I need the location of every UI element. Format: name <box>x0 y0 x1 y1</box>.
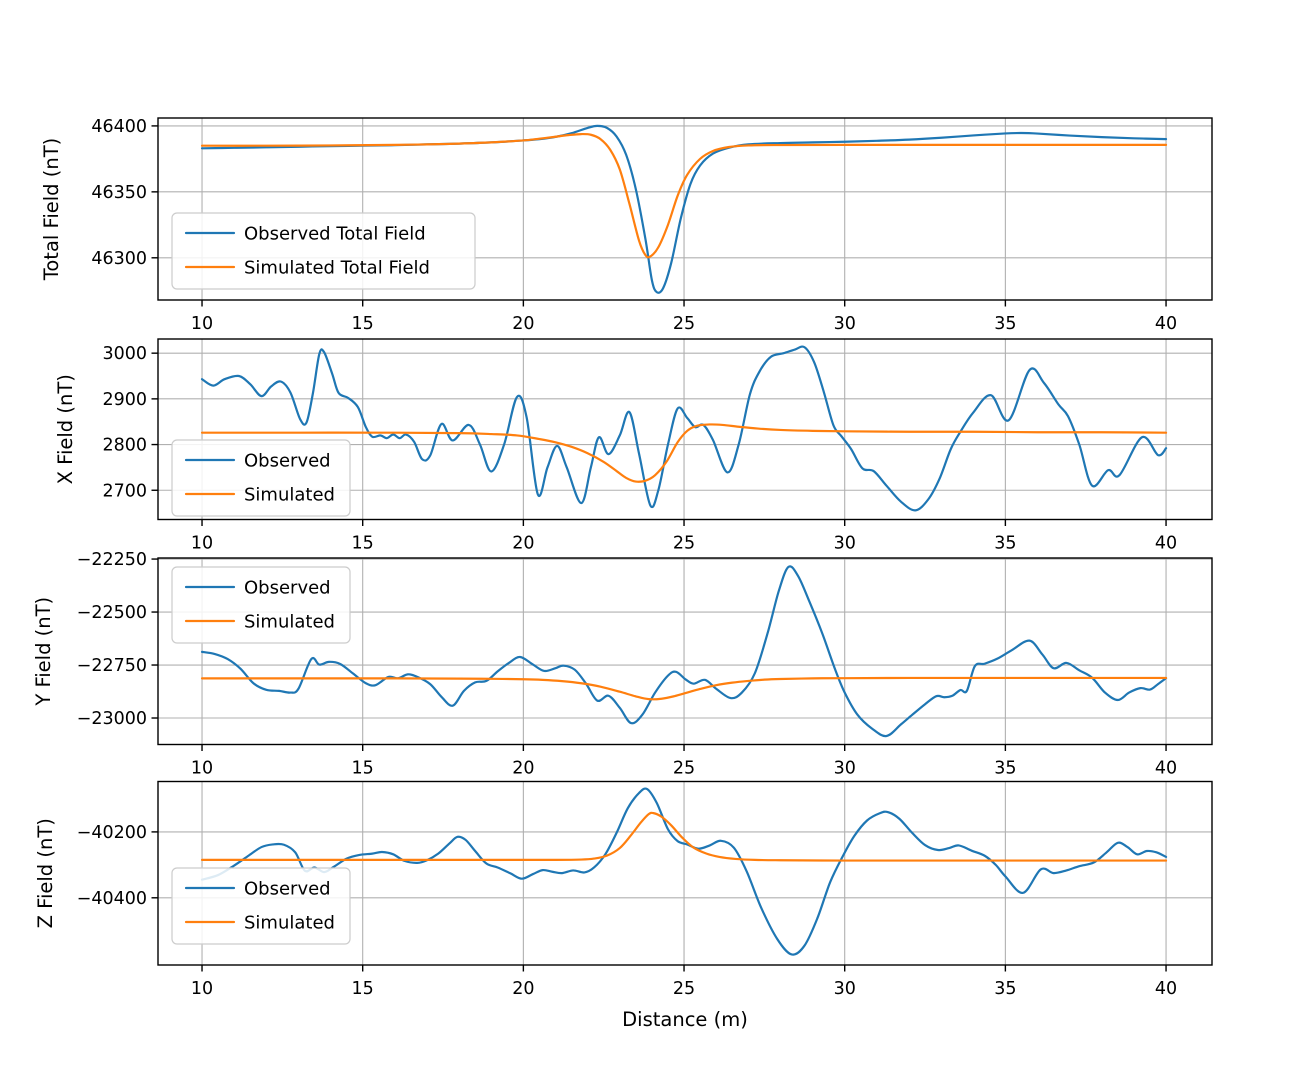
legend-label: Observed <box>244 578 331 599</box>
x-tick-label: 40 <box>1155 979 1177 999</box>
y-tick-label: 2700 <box>102 481 147 501</box>
x-tick-label: 25 <box>673 314 695 334</box>
legend-label: Simulated <box>244 485 335 506</box>
y-tick-label: 46400 <box>91 117 147 137</box>
y-tick-label: 46300 <box>91 249 147 269</box>
simulated-line <box>200 132 1168 259</box>
x-axis: 10 15 20 25 30 35 40 <box>191 519 1177 554</box>
y-tick-label: −40200 <box>77 823 147 843</box>
x-tick-label: 30 <box>834 314 856 334</box>
y-axis-label: Total Field (nT) <box>40 138 63 281</box>
legend-label: Simulated <box>244 913 335 934</box>
x-axis: 10 15 20 25 30 35 40 <box>191 300 1177 334</box>
x-tick-label: 15 <box>352 979 374 999</box>
simulated-line <box>200 811 1168 862</box>
legend-label: Observed <box>244 879 331 900</box>
x-tick-label: 30 <box>834 759 856 779</box>
panel-total-field-nt: 10 15 20 25 30 35 40 46300 46350 46400 Total Field… <box>40 117 1213 334</box>
legend-label: Simulated <box>244 612 335 633</box>
axes-frame <box>157 338 1213 521</box>
y-tick-label: −23000 <box>77 709 147 729</box>
y-axis: −23000 −22750 −22500 −22250 <box>77 550 158 729</box>
y-tick-label: 2800 <box>102 436 147 456</box>
axes-frame <box>157 557 1213 746</box>
x-tick-label: 25 <box>673 979 695 999</box>
y-axis-label: X Field (nT) <box>54 374 77 484</box>
observed-line <box>200 565 1168 738</box>
x-tick-label: 40 <box>1155 534 1177 554</box>
x-tick-label: 35 <box>994 314 1016 334</box>
x-tick-label: 25 <box>673 534 695 554</box>
x-axis: 10 15 20 25 30 35 40 <box>191 965 1177 999</box>
x-tick-label: 25 <box>673 759 695 779</box>
y-tick-label: 2900 <box>102 390 147 410</box>
y-axis-label: Z Field (nT) <box>34 818 57 928</box>
legend-label: Observed Total Field <box>244 224 426 245</box>
legend: Observed Simulated <box>171 867 351 945</box>
x-tick-label: 10 <box>191 534 213 554</box>
x-tick-label: 30 <box>834 979 856 999</box>
x-tick-label: 10 <box>191 979 213 999</box>
x-tick-label: 20 <box>512 979 534 999</box>
y-tick-label: 3000 <box>102 344 147 364</box>
x-tick-label: 10 <box>191 759 213 779</box>
legend-box <box>171 212 476 290</box>
x-axis-title: Distance (m) <box>622 1008 748 1031</box>
legend: Observed Simulated <box>171 566 351 644</box>
simulated-line <box>200 676 1168 701</box>
y-tick-label: 46350 <box>91 183 147 203</box>
y-axis-label: Y Field (nT) <box>32 597 55 707</box>
x-tick-label: 35 <box>994 534 1016 554</box>
y-axis: −40400 −40200 <box>77 823 158 909</box>
legend: Observed Simulated <box>171 439 351 517</box>
x-tick-label: 15 <box>352 759 374 779</box>
x-tick-label: 35 <box>994 759 1016 779</box>
x-tick-label: 40 <box>1155 759 1177 779</box>
y-tick-label: −40400 <box>77 889 147 909</box>
axes-frame <box>157 780 1213 966</box>
legend-label: Simulated Total Field <box>244 258 430 279</box>
x-tick-label: 20 <box>512 314 534 334</box>
x-tick-label: 10 <box>191 314 213 334</box>
legend: Observed Total Field Simulated Total Fiel… <box>171 212 476 290</box>
legend-label: Observed <box>244 451 331 472</box>
y-axis: 46300 46350 46400 <box>91 117 158 269</box>
simulated-line <box>200 423 1168 483</box>
x-tick-label: 15 <box>352 314 374 334</box>
grid <box>158 781 1212 965</box>
x-tick-label: 30 <box>834 534 856 554</box>
x-tick-label: 35 <box>994 979 1016 999</box>
panel-z-field-nt: 10 15 20 25 30 35 40 −40400 −40200 Z Field (nT) Ob… <box>34 780 1213 999</box>
y-tick-label: −22250 <box>77 550 147 570</box>
x-axis: 10 15 20 25 30 35 40 <box>191 744 1177 779</box>
panel-x-field-nt: 10 15 20 25 30 35 40 2700 2800 2900 3000 X Field (n… <box>54 338 1213 554</box>
x-tick-label: 20 <box>512 759 534 779</box>
y-axis: 2700 2800 2900 3000 <box>102 344 158 501</box>
x-tick-label: 40 <box>1155 314 1177 334</box>
panel-y-field-nt: 10 15 20 25 30 35 40 −23000 −22750 −22500 −22250 Y … <box>32 550 1213 779</box>
observed-line <box>200 345 1168 512</box>
y-tick-label: −22750 <box>77 656 147 676</box>
x-tick-label: 20 <box>512 534 534 554</box>
x-tick-label: 15 <box>352 534 374 554</box>
axes-frame <box>157 117 1213 301</box>
y-tick-label: −22500 <box>77 603 147 623</box>
